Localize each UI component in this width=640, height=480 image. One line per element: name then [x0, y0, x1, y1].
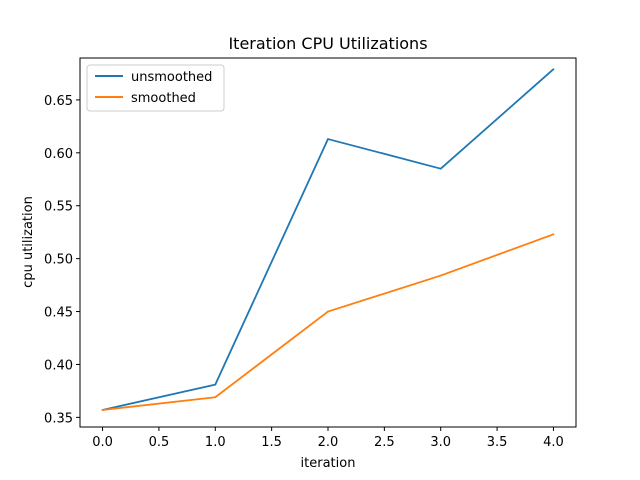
legend: unsmoothed smoothed — [86, 64, 225, 112]
data-point-unsmoothed — [552, 68, 555, 71]
data-point-smoothed — [552, 233, 555, 236]
y-axis: 0.35 0.40 0.45 0.50 0.55 0.60 0.65 — [44, 94, 80, 426]
data-point-unsmoothed — [439, 167, 442, 170]
x-tick-label: 0.0 — [92, 435, 113, 450]
x-tick-label: 1.0 — [205, 435, 226, 450]
x-axis: 0.0 0.5 1.0 1.5 2.0 2.5 3.0 3.5 4.0 — [92, 427, 564, 450]
series-layer — [101, 68, 555, 411]
x-tick-label: 2.0 — [318, 435, 339, 450]
y-tick-label: 0.65 — [44, 94, 73, 109]
x-tick-label: 0.5 — [149, 435, 170, 450]
y-tick-label: 0.60 — [44, 147, 73, 162]
chart-title: Iteration CPU Utilizations — [228, 34, 427, 53]
legend-label-smoothed: smoothed — [131, 91, 196, 106]
x-tick-label: 3.5 — [487, 435, 508, 450]
y-tick-label: 0.40 — [44, 358, 73, 373]
data-point-smoothed — [327, 310, 329, 313]
data-point-smoothed — [101, 409, 104, 411]
data-point-smoothed — [439, 274, 442, 277]
data-point-unsmoothed — [214, 383, 217, 386]
y-tick-label: 0.35 — [44, 411, 73, 426]
x-axis-label: iteration — [301, 456, 356, 471]
x-tick-label: 3.0 — [430, 435, 451, 450]
y-tick-label: 0.55 — [44, 200, 73, 215]
x-tick-label: 2.5 — [374, 435, 395, 450]
legend-label-unsmoothed: unsmoothed — [131, 70, 212, 85]
x-tick-label: 4.0 — [543, 435, 564, 450]
x-tick-label: 1.5 — [261, 435, 282, 450]
y-tick-label: 0.45 — [44, 306, 73, 321]
y-tick-label: 0.50 — [44, 253, 73, 268]
plot-area — [79, 57, 577, 428]
series-line-smoothed — [102, 233, 554, 411]
series-line-unsmoothed — [102, 68, 555, 411]
data-point-smoothed — [214, 396, 217, 399]
y-axis-label: cpu utilization — [21, 196, 36, 288]
data-point-unsmoothed — [327, 138, 329, 140]
